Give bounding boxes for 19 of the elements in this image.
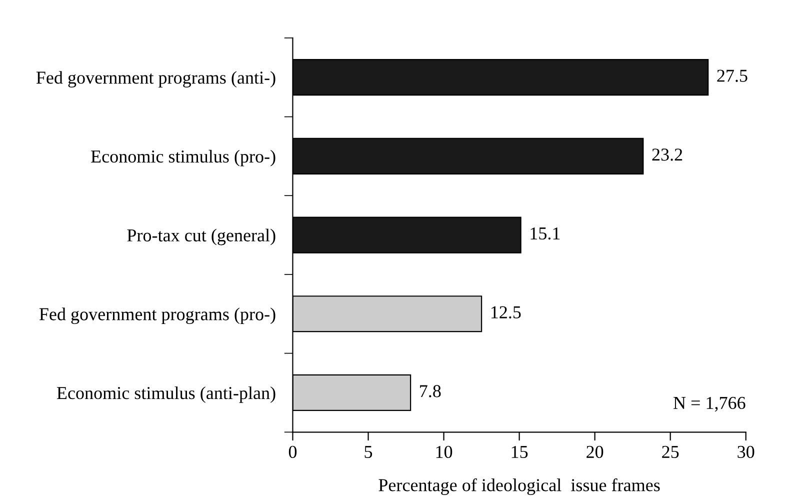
- y-tick-label: Fed government programs (pro-): [39, 308, 276, 324]
- x-tick-label: 20: [586, 446, 604, 458]
- data-label: 27.5: [717, 70, 748, 82]
- x-tick-label: 25: [662, 446, 679, 458]
- y-tick-label: Economic stimulus (anti-plan): [56, 386, 276, 403]
- y-tick-label: Fed government programs (anti-): [36, 71, 276, 88]
- x-tick-label: 0: [288, 446, 297, 458]
- x-tick-label: 30: [738, 446, 754, 458]
- data-label: 15.1: [530, 227, 560, 240]
- annotation: N = 1,766: [674, 396, 746, 412]
- data-label: 23.2: [652, 148, 682, 161]
- data-label: 12.5: [491, 306, 521, 318]
- x-axis-title: Percentage of ideological issue frames: [378, 478, 660, 495]
- y-tick-label: Economic stimulus (pro-): [91, 150, 276, 166]
- y-tick-label: Pro-tax cut (general): [127, 228, 276, 246]
- x-tick-label: 15: [512, 446, 528, 458]
- x-tick-label: 5: [364, 446, 372, 458]
- x-tick-label: 10: [436, 446, 452, 458]
- data-label: 7.8: [420, 385, 441, 398]
